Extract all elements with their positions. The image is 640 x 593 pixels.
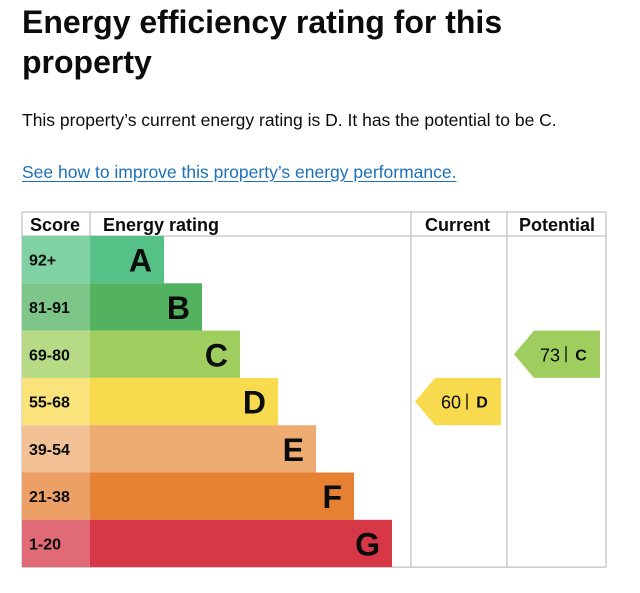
current-arrow <box>415 377 501 426</box>
score-cell <box>22 519 90 568</box>
current-letter: D <box>476 395 488 412</box>
rating-bar-d <box>90 377 278 426</box>
rating-letter: E <box>283 432 304 468</box>
score-cell <box>22 377 90 426</box>
score-label: 92+ <box>29 253 56 270</box>
rating-bar-c <box>90 330 240 378</box>
score-label: 55-68 <box>29 395 70 412</box>
score-cell <box>22 283 90 331</box>
rating-letter: G <box>355 526 380 562</box>
header-potential: Potential <box>519 215 595 235</box>
rating-bar-a <box>90 236 164 284</box>
header-energy-rating: Energy rating <box>103 215 219 235</box>
score-label: 1-20 <box>29 536 61 553</box>
header-current: Current <box>425 215 490 235</box>
score-label: 39-54 <box>29 442 70 459</box>
rating-bar-b <box>90 283 202 331</box>
score-label: 21-38 <box>29 489 70 506</box>
page-title: Energy efficiency rating for this proper… <box>22 4 503 80</box>
rating-bar-g <box>90 519 392 568</box>
score-label: 81-91 <box>29 300 70 317</box>
rating-letter: D <box>243 385 266 421</box>
rating-letter: A <box>129 243 152 279</box>
rating-bar-f <box>90 472 354 520</box>
score-cell <box>22 472 90 520</box>
rating-letter: C <box>205 337 228 373</box>
score-cell <box>22 425 90 473</box>
rating-letter: B <box>167 290 190 326</box>
score-cell <box>22 236 90 284</box>
current-value: 60 <box>441 393 461 413</box>
rating-arrows: 60 D 73 C <box>415 330 600 426</box>
improve-performance-link[interactable]: See how to improve this property’s energ… <box>22 162 457 182</box>
rating-bands: 92+ A 81-91 B 69-80 C 55-68 D 39-54 E 21-38 F 1-20 G <box>22 236 392 568</box>
potential-arrow <box>514 330 600 378</box>
chart-headers: Score Energy rating Current Potential <box>30 215 595 235</box>
header-score: Score <box>30 215 80 235</box>
potential-letter: C <box>575 347 587 364</box>
rating-bar-e <box>90 425 316 473</box>
rating-summary: This property’s current energy rating is… <box>22 110 557 130</box>
rating-letter: F <box>322 479 342 515</box>
score-cell <box>22 330 90 378</box>
potential-value: 73 <box>540 345 560 365</box>
score-label: 69-80 <box>29 347 70 364</box>
